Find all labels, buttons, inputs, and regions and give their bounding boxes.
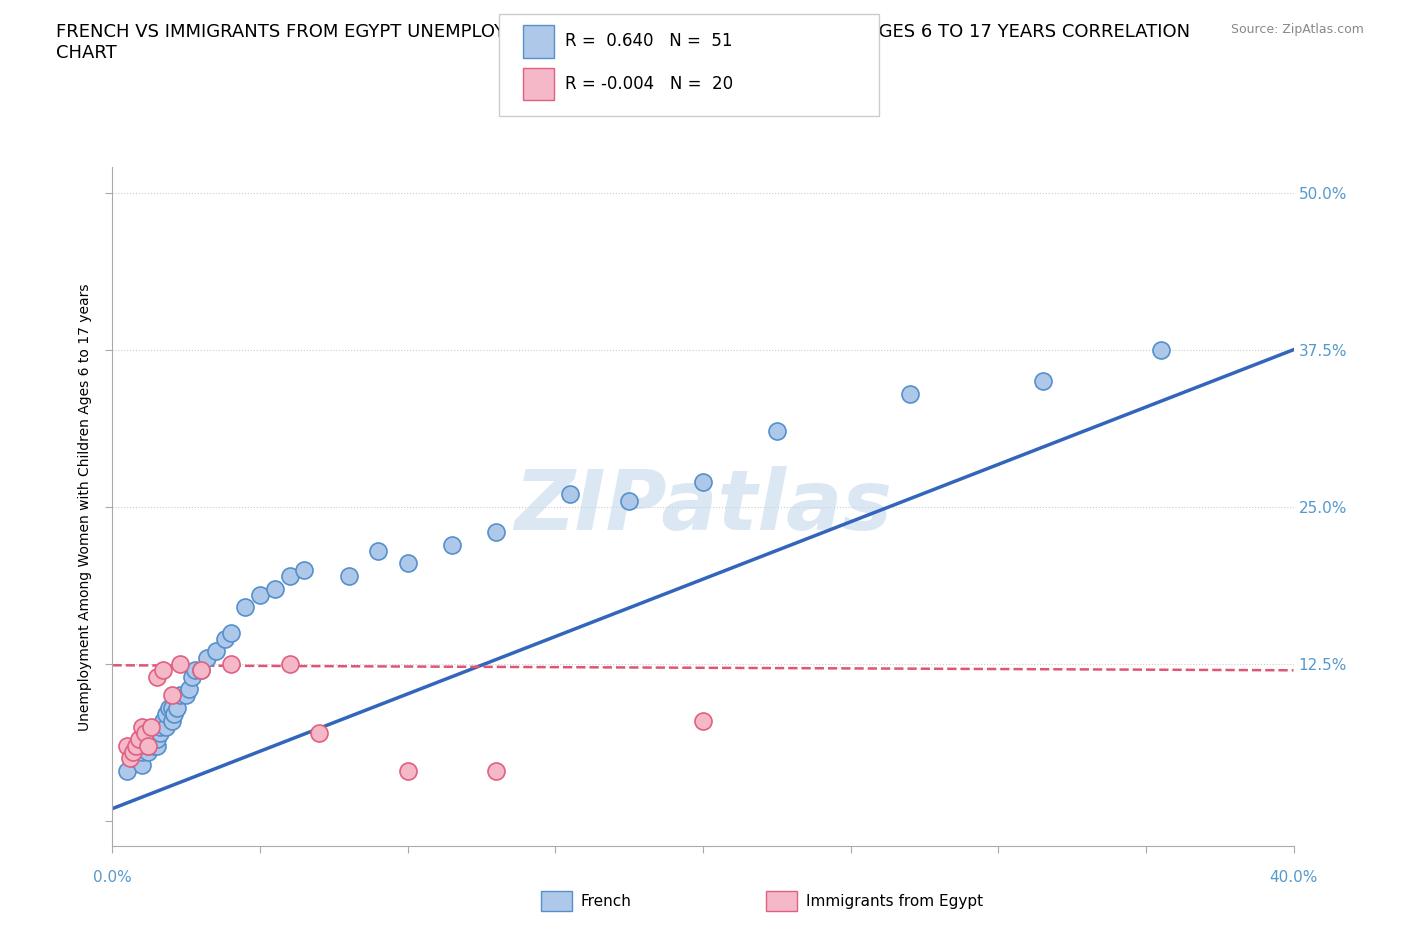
Point	[134, 725, 156, 740]
Point	[766, 424, 789, 439]
Point	[131, 745, 153, 760]
Point	[174, 688, 197, 703]
Point	[131, 720, 153, 735]
Point	[337, 568, 360, 583]
Point	[214, 631, 236, 646]
Point	[249, 588, 271, 603]
Point	[692, 474, 714, 489]
Point	[146, 738, 169, 753]
Point	[139, 732, 162, 747]
Point	[184, 663, 207, 678]
Point	[146, 732, 169, 747]
Point	[125, 738, 148, 753]
Point	[160, 700, 183, 715]
Point	[278, 568, 301, 583]
Point	[149, 725, 172, 740]
Point	[619, 493, 641, 508]
Point	[139, 725, 162, 740]
Point	[308, 725, 330, 740]
Point	[146, 670, 169, 684]
Point	[219, 625, 242, 640]
Point	[122, 751, 145, 765]
Point	[139, 720, 162, 735]
Point	[163, 707, 186, 722]
Point	[485, 525, 508, 539]
Point	[125, 738, 148, 753]
Text: Immigrants from Egypt: Immigrants from Egypt	[806, 894, 983, 909]
Point	[128, 732, 150, 747]
Point	[136, 738, 159, 753]
Point	[155, 707, 177, 722]
Point	[396, 556, 419, 571]
Point	[441, 538, 464, 552]
Point	[169, 657, 191, 671]
Point	[898, 386, 921, 401]
Point	[155, 720, 177, 735]
Point	[131, 732, 153, 747]
Point	[219, 657, 242, 671]
Point	[152, 663, 174, 678]
Point	[149, 720, 172, 735]
Point	[146, 720, 169, 735]
Point	[131, 757, 153, 772]
Point	[264, 581, 287, 596]
Text: 40.0%: 40.0%	[1270, 870, 1317, 884]
Text: R =  0.640   N =  51: R = 0.640 N = 51	[565, 33, 733, 50]
Point	[181, 670, 204, 684]
Point	[233, 600, 256, 615]
Point	[367, 543, 389, 558]
Point	[190, 663, 212, 678]
Point	[692, 713, 714, 728]
Point	[166, 700, 188, 715]
Text: FRENCH VS IMMIGRANTS FROM EGYPT UNEMPLOYMENT AMONG WOMEN WITH CHILDREN AGES 6 TO: FRENCH VS IMMIGRANTS FROM EGYPT UNEMPLOY…	[56, 23, 1191, 62]
Point	[136, 738, 159, 753]
Y-axis label: Unemployment Among Women with Children Ages 6 to 17 years: Unemployment Among Women with Children A…	[79, 283, 93, 731]
Point	[117, 764, 138, 778]
Point	[1150, 342, 1173, 357]
Text: 0.0%: 0.0%	[93, 870, 132, 884]
Point	[122, 745, 145, 760]
Point	[169, 688, 191, 703]
Point	[120, 751, 142, 765]
Point	[205, 644, 228, 658]
Point	[558, 486, 582, 501]
Point	[160, 713, 183, 728]
Point	[179, 682, 201, 697]
Text: ZIPatlas: ZIPatlas	[515, 466, 891, 548]
Point	[190, 663, 212, 678]
Text: French: French	[581, 894, 631, 909]
Point	[195, 650, 218, 665]
Point	[278, 657, 301, 671]
Point	[1032, 374, 1054, 389]
Text: Source: ZipAtlas.com: Source: ZipAtlas.com	[1230, 23, 1364, 36]
Point	[292, 563, 315, 578]
Point	[157, 700, 180, 715]
Text: R = -0.004   N =  20: R = -0.004 N = 20	[565, 75, 734, 93]
Point	[485, 764, 508, 778]
Point	[136, 745, 159, 760]
Point	[160, 688, 183, 703]
Point	[117, 738, 138, 753]
Point	[396, 764, 419, 778]
Point	[152, 713, 174, 728]
Point	[142, 738, 165, 753]
